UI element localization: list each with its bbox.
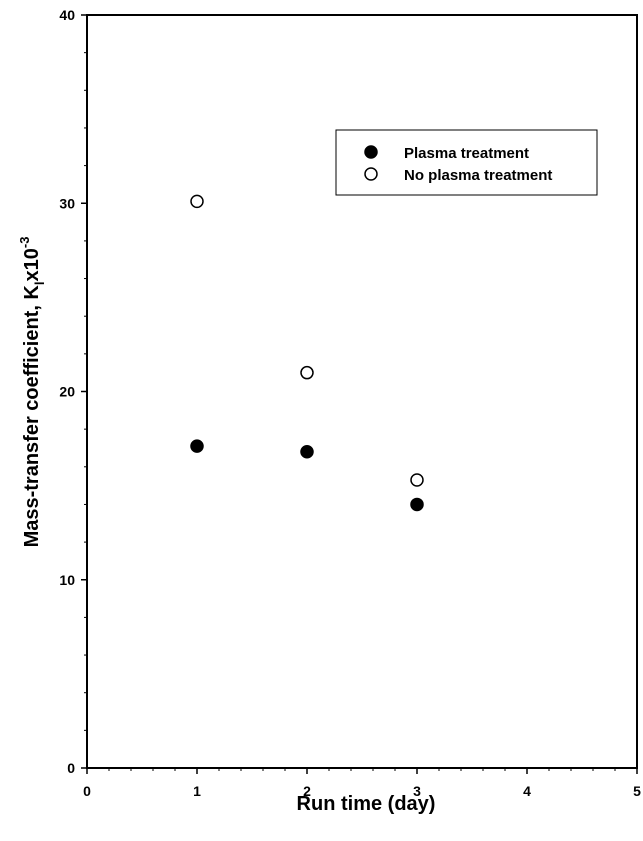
- x-tick-label: 1: [193, 783, 201, 799]
- data-point-no-plasma-treatment: [190, 194, 204, 209]
- data-point-no-plasma-treatment: [410, 473, 424, 487]
- y-tick-label: 10: [59, 572, 75, 588]
- y-axis-title-tail: x10: [21, 248, 43, 281]
- legend-label-plasma-treatment: Plasma treatment: [404, 145, 529, 162]
- y-axis-title-main: Mass-transfer coefficient, K: [21, 285, 43, 548]
- data-point-no-plasma-treatment: [300, 365, 314, 380]
- y-tick-label: 0: [67, 760, 75, 776]
- y-axis: 0 10 20 30 40: [59, 7, 87, 776]
- y-axis-title-superscript: -3: [17, 237, 32, 249]
- y-tick-label: 30: [59, 195, 75, 211]
- x-axis: 0 1 2 3 4 5: [83, 768, 641, 799]
- x-tick-label: 4: [523, 783, 531, 799]
- x-tick-label: 5: [633, 783, 641, 799]
- y-tick-label: 40: [59, 7, 75, 23]
- data-point-plasma-treatment: [300, 444, 314, 459]
- plot-border: [86, 14, 638, 769]
- y-tick-label: 20: [59, 384, 75, 400]
- legend-marker-plasma-treatment: [364, 145, 378, 159]
- plot-area: [86, 14, 638, 769]
- x-tick-label: 2: [303, 783, 311, 799]
- data-points: [190, 194, 424, 512]
- y-axis-title: Mass-transfer coefficient, Klx10-3: [17, 237, 47, 548]
- x-tick-label: 0: [83, 783, 91, 799]
- data-point-plasma-treatment: [190, 439, 204, 453]
- y-axis-title-subscript: l: [32, 282, 47, 286]
- data-point-plasma-treatment: [410, 497, 424, 512]
- legend-marker-no-plasma-treatment: [364, 167, 378, 181]
- legend-box: [335, 129, 598, 196]
- legend: Plasma treatment No plasma treatment: [335, 129, 598, 196]
- x-tick-label: 3: [413, 783, 421, 799]
- legend-label-no-plasma-treatment: No plasma treatment: [404, 167, 552, 184]
- x-axis-title: Run time (day): [297, 793, 436, 815]
